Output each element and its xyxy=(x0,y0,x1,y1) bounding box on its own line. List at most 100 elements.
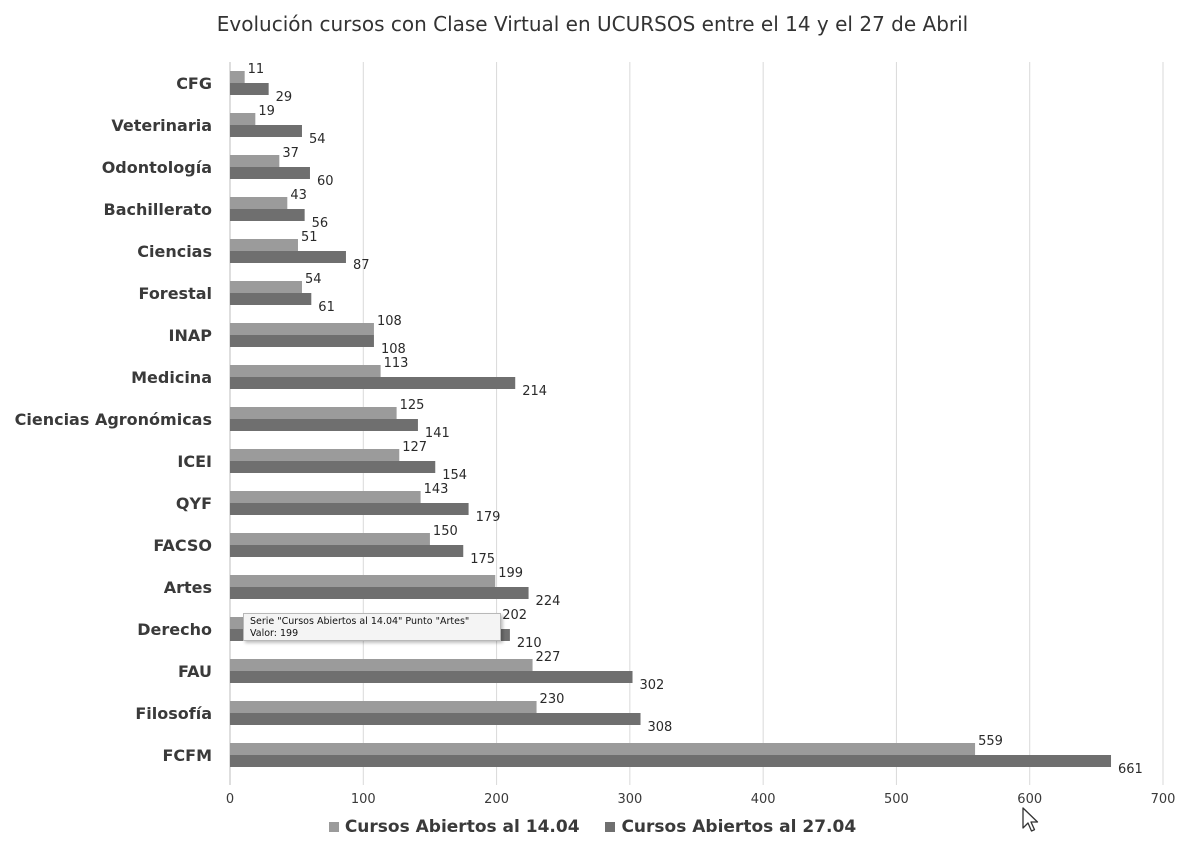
data-label: 141 xyxy=(425,426,450,441)
data-label: 54 xyxy=(305,272,322,287)
legend-swatch-2 xyxy=(605,822,616,832)
data-label: 210 xyxy=(517,636,542,651)
bar-series-1[interactable] xyxy=(230,365,381,377)
data-label: 559 xyxy=(978,734,1003,749)
data-tooltip: Serie "Cursos Abiertos al 14.04" Punto "… xyxy=(243,613,501,641)
bar-series-2[interactable] xyxy=(230,377,516,389)
bar-series-2[interactable] xyxy=(230,587,529,599)
category-label: QYF xyxy=(176,494,212,513)
labels: CFG 11 29 Veterinaria 19 54 Odontología 37 60 Bac… xyxy=(15,62,1143,777)
category-label: INAP xyxy=(169,326,213,345)
x-tick-label: 500 xyxy=(884,792,909,807)
bar-series-1[interactable] xyxy=(230,323,374,335)
data-label: 125 xyxy=(400,398,425,413)
data-label: 56 xyxy=(312,216,329,231)
bar-series-1[interactable] xyxy=(230,743,976,755)
mouse-pointer-icon xyxy=(1022,807,1039,832)
data-label: 214 xyxy=(522,384,547,399)
chart-title: Evolución cursos con Clase Virtual en UC… xyxy=(216,12,969,36)
category-label: Bachillerato xyxy=(104,200,213,219)
bar-series-1[interactable] xyxy=(230,239,298,251)
bar-series-2[interactable] xyxy=(230,83,269,95)
bar-series-1[interactable] xyxy=(230,113,256,125)
data-label: 54 xyxy=(309,132,326,147)
bar-series-1[interactable] xyxy=(230,533,430,545)
category-label: Odontología xyxy=(102,158,212,177)
data-label: 108 xyxy=(377,314,402,329)
data-label: 179 xyxy=(476,510,501,525)
data-label: 202 xyxy=(502,608,527,623)
category-label: FAU xyxy=(178,662,212,681)
x-tick-label: 600 xyxy=(1017,792,1042,807)
bar-series-1[interactable] xyxy=(230,575,496,587)
data-label: 143 xyxy=(424,482,449,497)
data-label: 11 xyxy=(248,62,265,77)
bar-series-2[interactable] xyxy=(230,545,464,557)
bar-series-1[interactable] xyxy=(230,449,400,461)
bar-series-2[interactable] xyxy=(230,461,436,473)
data-label: 302 xyxy=(640,678,665,693)
data-label: 175 xyxy=(470,552,495,567)
bar-series-2[interactable] xyxy=(230,125,302,137)
bar-series-2[interactable] xyxy=(230,335,374,347)
data-label: 199 xyxy=(498,566,523,581)
bar-series-1[interactable] xyxy=(230,491,421,503)
tooltip-value-line: Valor: 199 xyxy=(250,628,299,639)
bar-series-1[interactable] xyxy=(230,197,288,209)
legend-item-1: Cursos Abiertos al 14.04 xyxy=(328,817,580,837)
data-label: 154 xyxy=(442,468,467,483)
data-label: 19 xyxy=(258,104,275,119)
bar-series-2[interactable] xyxy=(230,503,469,515)
data-label: 61 xyxy=(318,300,335,315)
bars xyxy=(230,71,1112,767)
legend-item-2: Cursos Abiertos al 27.04 xyxy=(605,817,856,837)
data-label: 43 xyxy=(290,188,307,203)
bar-series-2[interactable] xyxy=(230,713,641,725)
category-label: Ciencias Agronómicas xyxy=(15,410,212,429)
data-label: 227 xyxy=(536,650,561,665)
bar-series-2[interactable] xyxy=(230,251,346,263)
bar-series-2[interactable] xyxy=(230,167,310,179)
x-axis-ticks: 0 100 200 300 400 500 600 700 xyxy=(226,792,1176,807)
category-label: Veterinaria xyxy=(111,116,212,135)
bar-series-1[interactable] xyxy=(230,155,280,167)
bar-series-1[interactable] xyxy=(230,701,537,713)
category-label: Artes xyxy=(164,578,212,597)
legend: Cursos Abiertos al 14.04 Cursos Abiertos… xyxy=(0,817,1185,837)
x-tick-label: 200 xyxy=(484,792,509,807)
bar-series-2[interactable] xyxy=(230,293,312,305)
bar-series-2[interactable] xyxy=(230,671,633,683)
data-label: 87 xyxy=(353,258,370,273)
bar-series-1[interactable] xyxy=(230,281,302,293)
legend-label-2: Cursos Abiertos al 27.04 xyxy=(621,817,857,837)
data-label: 127 xyxy=(402,440,427,455)
category-label: FACSO xyxy=(153,536,212,555)
data-label: 108 xyxy=(381,342,406,357)
category-label: Forestal xyxy=(139,284,212,303)
data-label: 150 xyxy=(433,524,458,539)
category-label: FCFM xyxy=(162,746,212,765)
x-tick-label: 700 xyxy=(1151,792,1176,807)
bar-series-1[interactable] xyxy=(230,407,397,419)
x-tick-label: 100 xyxy=(351,792,376,807)
bar-series-1[interactable] xyxy=(230,659,533,671)
category-label: ICEI xyxy=(177,452,212,471)
data-label: 37 xyxy=(282,146,299,161)
x-tick-label: 400 xyxy=(751,792,776,807)
x-tick-label: 300 xyxy=(617,792,642,807)
category-label: Medicina xyxy=(131,368,212,387)
legend-label-1: Cursos Abiertos al 14.04 xyxy=(344,817,580,837)
bar-series-1[interactable] xyxy=(230,71,245,83)
data-label: 224 xyxy=(536,594,561,609)
bar-series-2[interactable] xyxy=(230,755,1112,767)
data-label: 308 xyxy=(648,720,673,735)
tooltip-series-line: Serie "Cursos Abiertos al 14.04" Punto "… xyxy=(250,616,470,627)
data-label: 113 xyxy=(384,356,409,371)
category-label: Ciencias xyxy=(137,242,212,261)
data-label: 60 xyxy=(317,174,334,189)
legend-swatch-1 xyxy=(328,822,339,832)
category-label: Filosofía xyxy=(135,704,212,723)
bar-series-2[interactable] xyxy=(230,419,418,431)
bar-series-2[interactable] xyxy=(230,209,305,221)
